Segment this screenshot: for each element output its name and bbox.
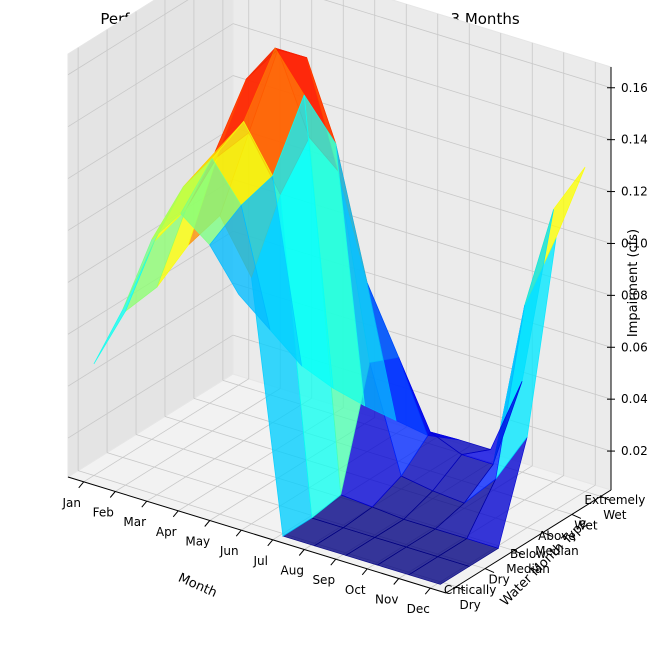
y-tick bbox=[455, 586, 466, 592]
y-tick bbox=[542, 532, 553, 537]
x-tick-label: Sep bbox=[312, 573, 335, 587]
y-axis-line bbox=[445, 489, 612, 594]
z-gridline bbox=[323, 0, 612, 89]
z-tick-label: 0.12 bbox=[621, 185, 648, 199]
x-tick-label: Jan bbox=[62, 496, 82, 510]
y-tick-label-line: Median bbox=[535, 544, 579, 558]
y-tick-label-line: Wet bbox=[574, 518, 598, 532]
y-tick-label: Critically Dry bbox=[444, 583, 496, 612]
y-tick-label: Above Median bbox=[535, 529, 579, 558]
x-tick bbox=[361, 568, 368, 576]
x-tick-label: Mar bbox=[123, 515, 146, 529]
z-gridline bbox=[67, 127, 234, 231]
x-tick bbox=[78, 481, 85, 489]
x-tick-label: Oct bbox=[345, 583, 366, 597]
z-gridline bbox=[67, 334, 234, 439]
y-tick-label: Extremely Wet bbox=[584, 493, 645, 522]
x-tick-label: Dec bbox=[407, 602, 430, 616]
y-tick-label: Wet bbox=[574, 518, 598, 532]
x-tick-label: Feb bbox=[93, 506, 114, 520]
x-tick-label: Aug bbox=[281, 564, 304, 578]
surface-mesh bbox=[93, 47, 586, 585]
x-tick bbox=[235, 529, 242, 537]
y-tick bbox=[513, 550, 524, 555]
x-tick bbox=[424, 587, 431, 595]
surface-patch bbox=[209, 204, 271, 331]
z-tick-label: 0.04 bbox=[621, 392, 648, 406]
y-tick-label-line: Median bbox=[506, 562, 550, 576]
z-gridline bbox=[232, 23, 612, 141]
y-tick-label-line: Extremely bbox=[584, 493, 645, 507]
z-axis-label: Impairment (cfs) bbox=[626, 229, 641, 337]
z-gridline bbox=[67, 0, 189, 76]
x-gridline bbox=[83, 378, 249, 483]
z-gridline bbox=[67, 23, 234, 128]
x-tick bbox=[267, 539, 274, 547]
x-tick bbox=[330, 558, 337, 566]
x-tick-label: Nov bbox=[375, 593, 398, 607]
x-tick bbox=[393, 578, 400, 585]
z-tick-label: 0.16 bbox=[621, 81, 648, 95]
z-tick-label: 0.08 bbox=[621, 288, 648, 302]
y-tick bbox=[600, 495, 611, 501]
y-tick-label-line: Above bbox=[538, 529, 576, 543]
x-tick bbox=[109, 491, 116, 498]
y-tick bbox=[484, 568, 495, 574]
z-tick-label: 0.06 bbox=[621, 340, 648, 354]
x-axis-line bbox=[67, 476, 447, 594]
x-tick-label: Apr bbox=[156, 525, 177, 539]
z-tick-label: 0.10 bbox=[621, 236, 648, 250]
x-tick bbox=[298, 549, 305, 556]
y-tick-label-line: Dry bbox=[488, 573, 509, 587]
z-tick-label: 0.14 bbox=[621, 133, 648, 147]
z-tick-label: 0.02 bbox=[621, 444, 648, 458]
x-tick bbox=[141, 500, 148, 508]
gridlines bbox=[67, 0, 612, 589]
x-tick bbox=[204, 520, 211, 527]
y-tick-label-line: Below bbox=[510, 547, 546, 561]
axis-lines bbox=[67, 67, 615, 595]
z-gridline bbox=[67, 75, 234, 179]
y-tick-label-line: Critically bbox=[444, 583, 496, 597]
y-tick-label: Dry bbox=[488, 573, 509, 587]
x-tick-label: May bbox=[185, 535, 210, 549]
x-tick-label: Jun bbox=[219, 544, 239, 558]
left-pane bbox=[67, 0, 234, 478]
y-tick-label-line: Wet bbox=[603, 508, 627, 522]
y-tick-label-line: Dry bbox=[459, 598, 480, 612]
y-tick-label: Below Median bbox=[506, 547, 550, 576]
x-tick-label: Jul bbox=[253, 554, 268, 568]
x-tick bbox=[172, 510, 179, 518]
y-tick bbox=[571, 513, 582, 519]
z-gridline bbox=[67, 282, 234, 387]
x-gridline bbox=[115, 388, 281, 492]
